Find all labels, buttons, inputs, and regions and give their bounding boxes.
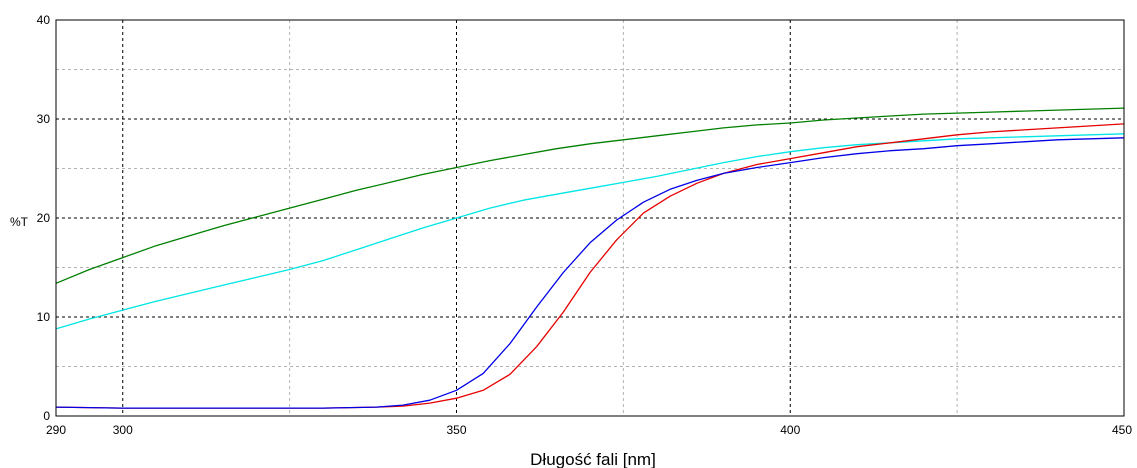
series-layer [55, 107, 1125, 409]
y-tick-label: 0 [43, 409, 50, 423]
series-line-1 [55, 107, 1125, 284]
y-tick-label: 20 [37, 211, 51, 225]
series-line-3 [55, 123, 1125, 409]
series-line-4 [55, 137, 1125, 409]
grid-layer [56, 20, 1124, 416]
y-tick-label: 40 [37, 13, 51, 27]
plot-frame [55, 19, 1125, 417]
y-tick-label: 10 [37, 310, 51, 324]
x-tick-label: 400 [780, 423, 800, 437]
x-tick-label: 350 [446, 423, 466, 437]
x-tick-label: 300 [113, 423, 133, 437]
x-axis-title: Długość fali [nm] [530, 450, 656, 468]
x-tick-label: 450 [1112, 423, 1132, 437]
x-tick-labels: 290 300 350 400 450 [46, 423, 1132, 437]
x-tick-label: 290 [46, 423, 66, 437]
y-tick-labels: 0 10 20 30 40 [37, 13, 51, 423]
y-axis-title: %T [10, 215, 29, 229]
series-line-2 [55, 133, 1125, 330]
y-tick-label: 30 [37, 112, 51, 126]
